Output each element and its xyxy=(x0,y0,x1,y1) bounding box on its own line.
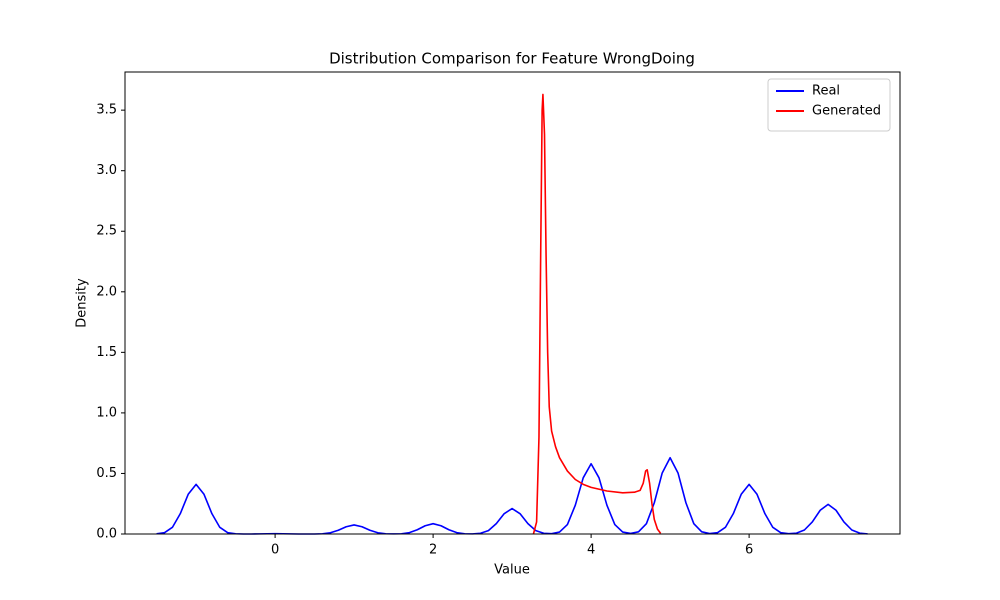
series-line xyxy=(532,93,662,535)
y-tick-label: 3.0 xyxy=(96,163,117,178)
x-tick-label: 0 xyxy=(271,543,279,558)
x-tick-label: 4 xyxy=(587,543,595,558)
y-tick-label: 1.0 xyxy=(96,405,117,420)
y-tick-label: 2.5 xyxy=(96,224,117,239)
y-tick-label: 0.0 xyxy=(96,527,117,542)
legend-label: Real xyxy=(812,84,840,99)
x-axis-label: Value xyxy=(494,563,530,578)
y-tick-label: 0.5 xyxy=(96,466,117,481)
y-tick-label: 1.5 xyxy=(96,345,117,360)
y-tick-label: 2.0 xyxy=(96,284,117,299)
plot-frame xyxy=(124,71,901,535)
x-tick-label: 6 xyxy=(745,543,753,558)
y-tick-label: 3.5 xyxy=(96,103,117,118)
legend-label: Generated xyxy=(812,104,881,119)
x-tick-label: 2 xyxy=(429,543,437,558)
chart-title: Distribution Comparison for Feature Wron… xyxy=(329,50,695,68)
y-axis-label: Density xyxy=(75,278,90,328)
